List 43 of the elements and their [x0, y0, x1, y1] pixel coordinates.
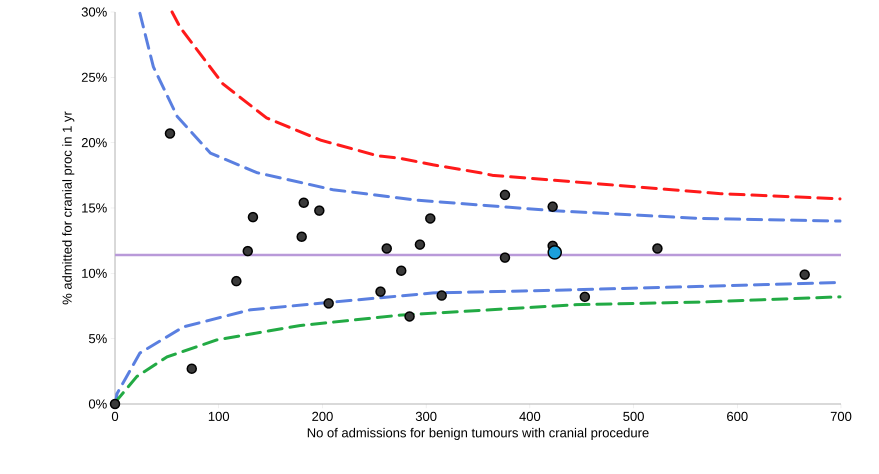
- x-tick-label: 500: [623, 412, 644, 421]
- y-tick-label: 30%: [82, 7, 107, 17]
- point: [164, 128, 176, 139]
- point: [242, 246, 254, 256]
- point: [414, 239, 426, 250]
- line-series: [170, 10, 842, 200]
- y-axis-title: % admitted for cranial proc in 1 yr: [62, 111, 74, 304]
- x-tick-label: 400: [519, 412, 540, 421]
- point: [404, 311, 415, 322]
- point: [314, 205, 325, 216]
- point: [186, 363, 198, 374]
- x-tick-label: 100: [208, 412, 230, 421]
- y-tick-label: 0%: [88, 399, 107, 409]
- point: [436, 290, 447, 301]
- point: [500, 252, 510, 263]
- point: [547, 201, 558, 212]
- x-axis-title: No of admissions for benign tumours with cranial procedure: [308, 428, 649, 440]
- y-tick-label: 15%: [82, 203, 107, 213]
- x-tick-label: 0: [112, 412, 118, 421]
- y-tick-label: 20%: [82, 138, 107, 148]
- point: [799, 269, 810, 280]
- x-tick-label: 200: [312, 412, 333, 421]
- y-tick-label: 5%: [88, 334, 107, 344]
- line-series: [138, 12, 842, 223]
- point: [500, 190, 510, 200]
- x-tick-label: 300: [416, 412, 436, 421]
- point: [110, 398, 120, 410]
- point: [323, 298, 334, 309]
- point: [375, 286, 386, 297]
- x-tick-label: 700: [830, 412, 852, 421]
- point: [248, 212, 258, 222]
- y-tick-label: 10%: [82, 268, 107, 278]
- point: [580, 292, 590, 302]
- y-tick-label: 25%: [82, 72, 107, 82]
- x-tick-label: 600: [727, 412, 748, 421]
- point: [298, 198, 310, 208]
- point: [548, 245, 562, 260]
- point: [381, 243, 392, 254]
- point: [425, 213, 436, 224]
- point: [296, 231, 307, 242]
- point: [652, 243, 663, 254]
- point: [396, 265, 407, 276]
- point: [231, 276, 242, 286]
